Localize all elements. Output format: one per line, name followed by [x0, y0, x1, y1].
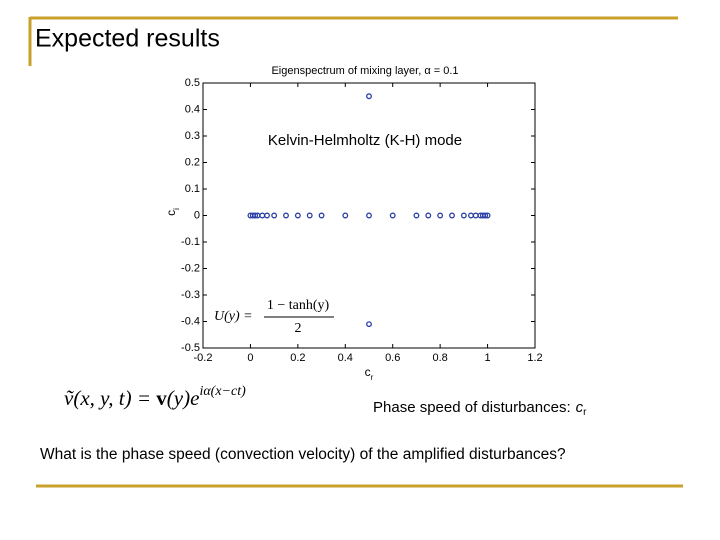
x-tick-label: 1.2: [527, 352, 542, 364]
point: [294, 212, 301, 219]
point: [366, 321, 372, 328]
x-tick-label: 0.4: [338, 352, 353, 364]
point: [318, 212, 325, 219]
y-tick-label: 0.4: [185, 103, 200, 115]
y-tick-label: -0.1: [181, 236, 200, 248]
y-tick-label: -0.2: [181, 262, 200, 274]
point: [472, 212, 479, 219]
y-axis-label: ci: [164, 208, 181, 216]
y-label-sub: i: [172, 208, 181, 210]
y-tick-label: 0.5: [185, 77, 200, 89]
formula-exponent: iα(x−ct): [199, 384, 246, 399]
point: [259, 212, 266, 219]
x-tick-label: 0.6: [385, 352, 400, 364]
point: [389, 212, 396, 219]
point: [342, 212, 349, 219]
point: [468, 212, 474, 219]
y-label: c: [164, 210, 178, 216]
x-axis-label: cr: [365, 365, 374, 382]
mode-formula: ṽ(x, y, t) = v(y)eiα(x−ct): [64, 384, 246, 410]
y-tick-label: 0.2: [185, 156, 200, 168]
point: [306, 212, 313, 219]
formula-numerator: 1 − tanh(y): [267, 298, 330, 313]
point: [283, 212, 289, 219]
profile-formula: U(y) = 1 − tanh(y) 2: [214, 298, 334, 336]
point: [252, 212, 259, 219]
formula-rest: (y)e: [167, 386, 200, 410]
formula-bold: v: [156, 386, 167, 410]
caption: Phase speed of disturbances: cr: [373, 399, 587, 418]
y-tick-label: 0: [194, 209, 200, 221]
point: [425, 212, 432, 219]
y-tick-label: -0.5: [181, 342, 200, 354]
formula-lhs: U(y) =: [214, 309, 253, 324]
point: [484, 212, 491, 219]
point: [271, 212, 278, 219]
x-tick-label: -0.2: [194, 352, 213, 364]
x-label: c: [365, 365, 371, 379]
slide-title: Expected results: [35, 25, 220, 53]
point: [264, 212, 270, 219]
formula-denominator: 2: [295, 321, 302, 336]
point: [460, 212, 467, 219]
point: [366, 93, 372, 100]
caption-text: Phase speed of disturbances:: [373, 399, 571, 416]
y-tick-label: 0.1: [185, 183, 200, 195]
annotation: Kelvin-Helmholtz (K-H) mode: [268, 132, 462, 149]
chart-title: Eigenspectrum of mixing layer, α = 0.1: [271, 65, 458, 77]
caption-symbol: c: [576, 399, 584, 416]
point: [437, 212, 444, 219]
y-tick-label: -0.4: [181, 315, 200, 327]
x-tick-label: 1: [485, 352, 491, 364]
point: [366, 212, 372, 219]
point: [482, 212, 489, 219]
formula-lhs: ṽ(x, y, t) =: [64, 386, 156, 410]
caption-sub: r: [583, 407, 587, 418]
x-label-sub: r: [371, 373, 374, 382]
y-tick-label: -0.3: [181, 289, 200, 301]
x-tick-label: 0.8: [432, 352, 447, 364]
point: [413, 212, 420, 219]
x-tick-label: 0: [247, 352, 253, 364]
x-tick-label: 0.2: [290, 352, 305, 364]
point: [449, 212, 455, 219]
question: What is the phase speed (convection velo…: [40, 446, 566, 463]
y-tick-label: 0.3: [185, 130, 200, 142]
